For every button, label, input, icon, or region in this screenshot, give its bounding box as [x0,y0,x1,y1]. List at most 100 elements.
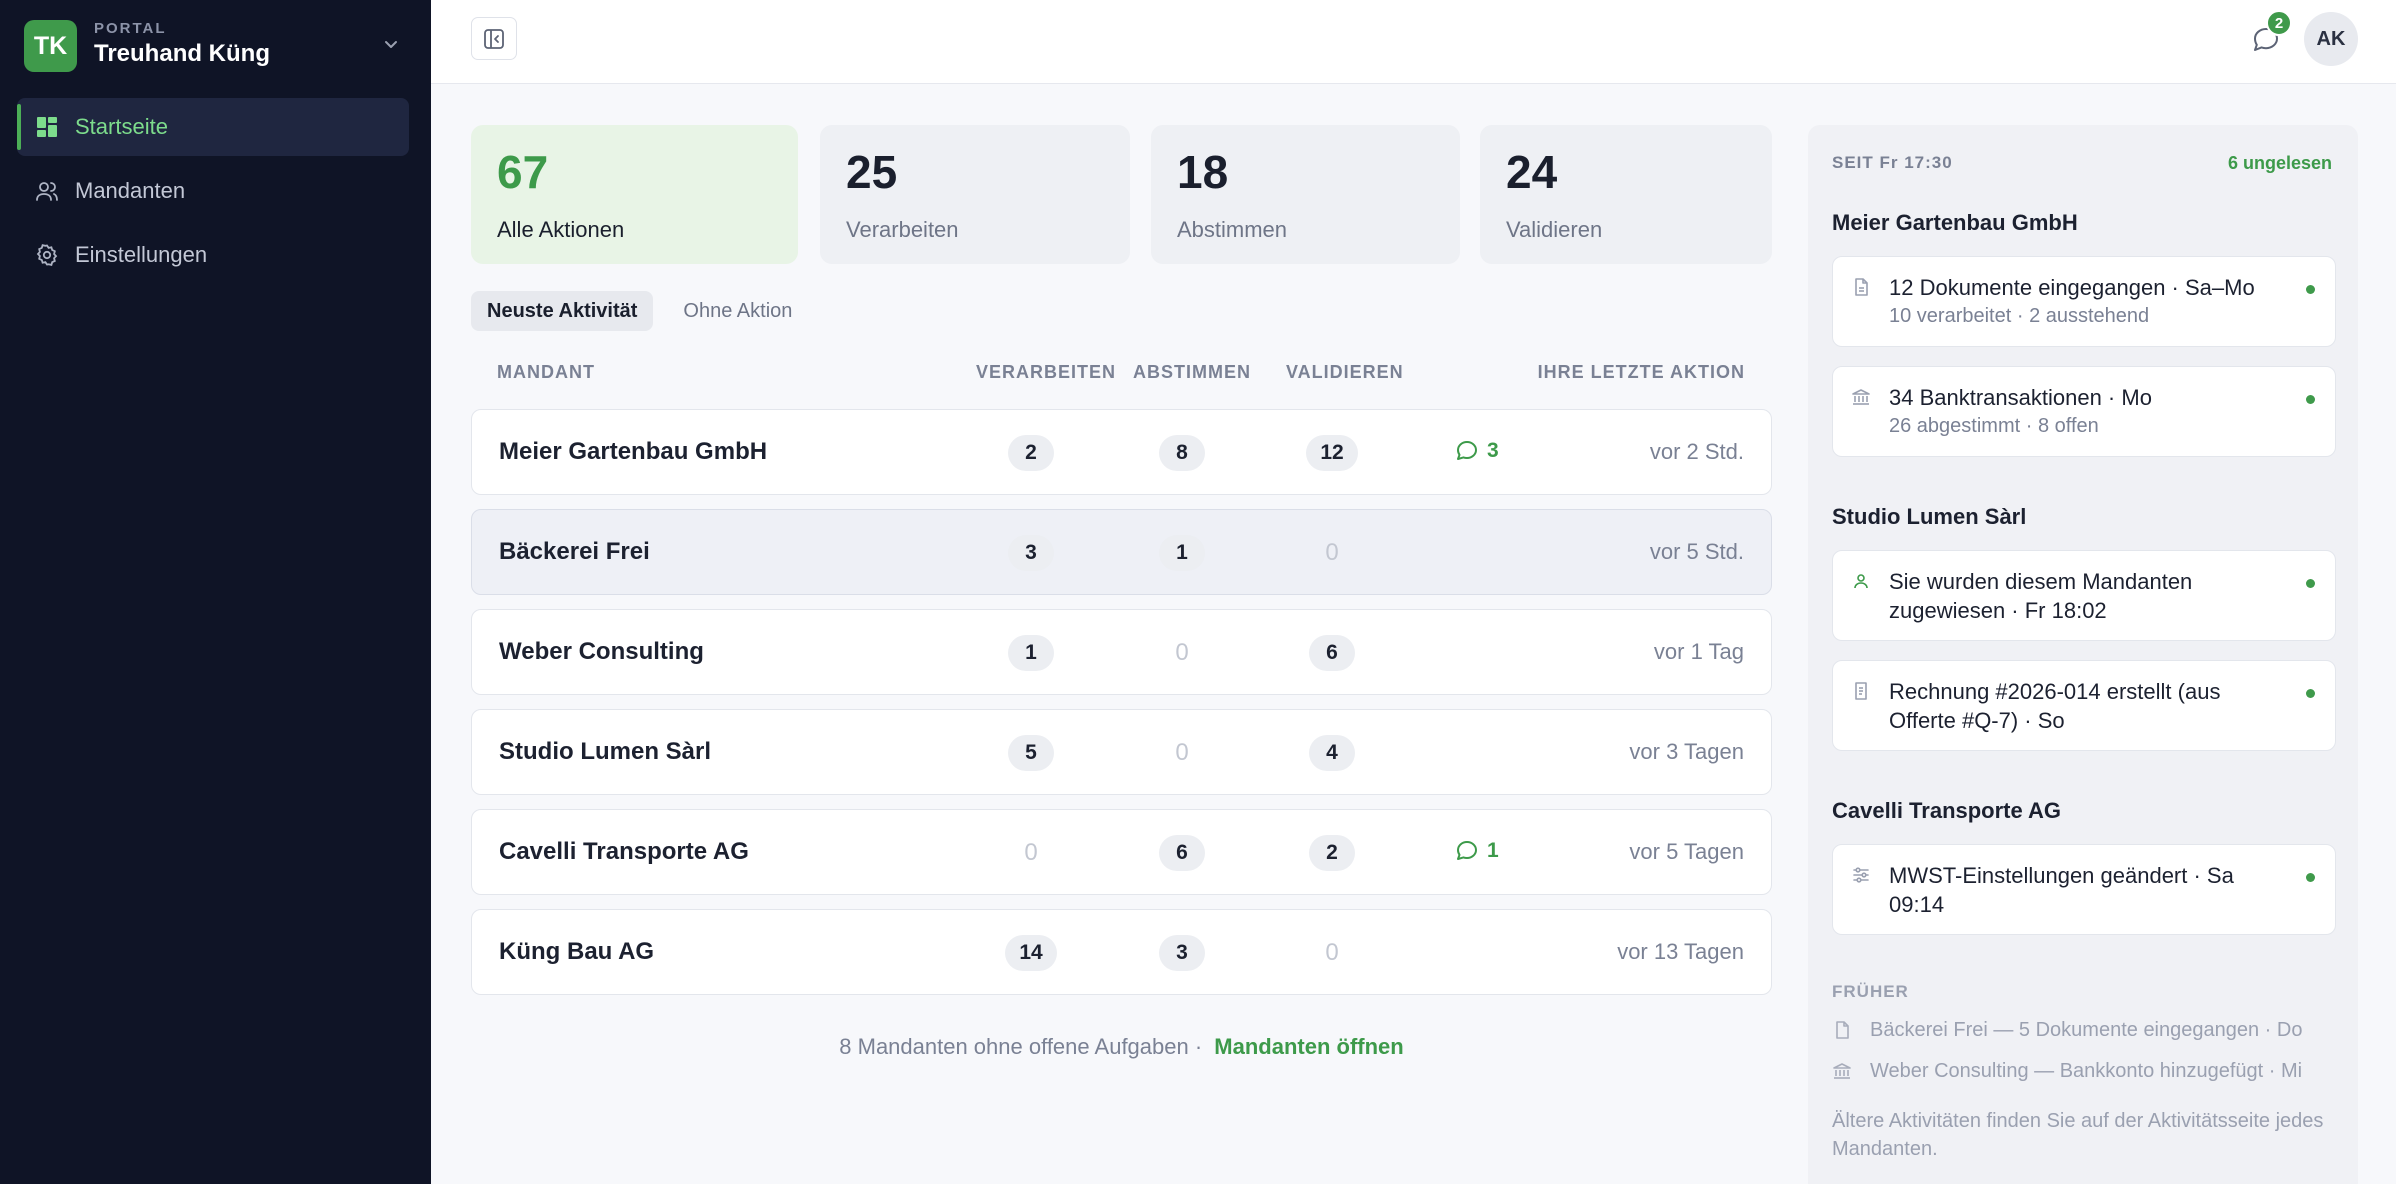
column-header-validieren[interactable]: VALIDIEREN [1286,362,1404,382]
activity-item[interactable]: 34 Banktransaktionen · Mo 26 abgestimmt … [1832,366,2336,457]
column-header-abstimmen[interactable]: ABSTIMMEN [1133,362,1251,382]
table-row[interactable]: Cavelli Transporte AG 0 6 2 1 vor 5 Tage… [471,809,1772,895]
sidebar-item-startseite[interactable]: Startseite [17,98,409,156]
brand-name: Treuhand Küng [94,40,270,67]
messages-count-badge: 2 [2266,10,2292,36]
client-name: Meier Gartenbau GmbH [499,438,768,465]
activity-item[interactable]: Sie wurden diesem Mandanten zugewiesen ·… [1832,550,2336,641]
last-action-time: vor 5 Std. [1649,539,1744,564]
older-activity-note: Ältere Aktivitäten finden Sie auf der Ak… [1832,1110,2324,1160]
client-name: Bäckerei Frei [499,538,650,565]
sidebar-collapse-icon [484,28,504,49]
table-row[interactable]: Bäckerei Frei 3 1 0 vor 5 Std. [471,509,1772,595]
zero-value: 0 [1325,539,1339,566]
comments-indicator[interactable]: 3 [1455,439,1499,463]
activity-tabs: Neuste Aktivität Ohne Aktion [471,291,822,331]
bank-icon [1833,1063,1851,1079]
stat-label: Validieren [1506,217,1603,242]
cell-abstimmen: 0 [1122,710,1242,796]
document-icon [1836,1021,1849,1039]
cell-verarbeiten: 5 [971,710,1091,796]
column-header-verarbeiten[interactable]: VERARBEITEN [976,362,1117,382]
cell-verarbeiten: 3 [971,510,1091,596]
count-pill[interactable]: 6 [1159,835,1205,871]
count-pill[interactable]: 1 [1008,635,1054,671]
count-pill[interactable]: 8 [1159,435,1205,471]
table-header: MANDANT VERARBEITEN ABSTIMMEN VALIDIEREN… [471,356,1772,386]
count-pill[interactable]: 2 [1309,835,1355,871]
count-pill[interactable]: 6 [1309,635,1355,671]
activity-since-label: SEIT Fr 17:30 [1832,153,1953,172]
last-action-time: vor 13 Tagen [1617,939,1744,964]
count-pill[interactable]: 14 [1005,935,1057,971]
count-pill[interactable]: 2 [1008,435,1054,471]
table-row[interactable]: Studio Lumen Sàrl 5 0 4 vor 3 Tagen [471,709,1772,795]
activity-subtitle: 10 verarbeitet · 2 ausstehend [1889,305,2150,327]
sidebar-item-label: Mandanten [75,178,186,203]
messages-button[interactable]: 2 [2246,10,2292,60]
chevron-down-icon[interactable] [381,34,401,54]
count-pill[interactable]: 1 [1159,535,1205,571]
stat-value: 18 [1177,146,1229,198]
cell-validieren: 4 [1272,710,1392,796]
activity-item[interactable]: 12 Dokumente eingegangen · Sa–Mo 10 vera… [1832,256,2336,347]
comments-indicator[interactable]: 1 [1455,839,1499,863]
earlier-activity-item[interactable]: Weber Consulting — Bankkonto hinzugefügt… [1832,1057,2352,1085]
sidebar-item-label: Einstellungen [75,242,208,267]
stat-label: Alle Aktionen [497,217,625,242]
stat-value: 67 [497,146,549,198]
sidebar-toggle-button[interactable] [471,17,517,60]
comments-count: 3 [1487,439,1499,462]
stat-label: Verarbeiten [846,217,959,242]
brand-portal-label: PORTAL [94,20,167,37]
chat-bubble-icon [1457,441,1477,460]
stat-card-verarbeiten[interactable]: 25 Verarbeiten [820,125,1130,264]
unread-count-link[interactable]: 6 ungelesen [2227,153,2332,173]
count-pill[interactable]: 3 [1008,535,1054,571]
tab-ohne-aktion[interactable]: Ohne Aktion [683,299,793,322]
table-row[interactable]: Weber Consulting 1 0 6 vor 1 Tag [471,609,1772,695]
cell-verarbeiten: 0 [971,810,1091,896]
unread-dot [2306,873,2315,882]
last-action-time: vor 2 Std. [1649,439,1744,464]
cell-abstimmen: 1 [1122,510,1242,596]
stat-card-validieren[interactable]: 24 Validieren [1480,125,1772,264]
activity-item[interactable]: Rechnung #2026-014 erstellt (aus Offerte… [1832,660,2336,751]
activity-item[interactable]: MWST-Einstellungen geändert · Sa 09:14 [1832,844,2336,935]
activity-group-title: Meier Gartenbau GmbH [1832,210,2078,235]
user-avatar[interactable]: AK [2304,12,2358,66]
count-pill[interactable]: 12 [1306,435,1358,471]
column-header-mandant[interactable]: MANDANT [497,362,595,382]
client-name: Studio Lumen Sàrl [499,738,712,765]
sidebar-item-label: Startseite [75,114,168,139]
users-icon [36,182,58,201]
action-stats: 67 Alle Aktionen 25 Verarbeiten 18 Absti… [471,125,1772,264]
count-pill[interactable]: 3 [1159,935,1205,971]
tab-neuste-aktivitaet[interactable]: Neuste Aktivität [471,291,654,331]
table-row[interactable]: Küng Bau AG 14 3 0 vor 13 Tagen [471,909,1772,995]
count-pill[interactable]: 5 [1008,735,1054,771]
stat-card-alle-aktionen[interactable]: 67 Alle Aktionen [471,125,798,264]
activity-panel: SEIT Fr 17:30 6 ungelesen Meier Gartenba… [1808,125,2358,1184]
invoice-icon [1855,682,1867,700]
zero-value: 0 [1325,939,1339,966]
stat-card-abstimmen[interactable]: 18 Abstimmen [1151,125,1460,264]
unread-dot [2306,689,2315,698]
column-header-letzte-aktion[interactable]: IHRE LETZTE AKTION [1537,362,1745,382]
chat-bubble-icon [2254,28,2278,51]
cell-validieren: 0 [1272,510,1392,596]
client-table: Meier Gartenbau GmbH 2 8 12 3 vor 2 Std.… [471,409,1772,1009]
sidebar-item-einstellungen[interactable]: Einstellungen [17,226,409,284]
earlier-activity-item[interactable]: Bäckerei Frei — 5 Dokumente eingegangen … [1832,1016,2352,1044]
client-name: Küng Bau AG [499,938,655,965]
table-row[interactable]: Meier Gartenbau GmbH 2 8 12 3 vor 2 Std. [471,409,1772,495]
cell-validieren: 12 [1272,410,1392,496]
unread-dot [2306,395,2315,404]
sidebar: TK PORTAL Treuhand Küng Startseite Manda… [0,0,431,1184]
bank-icon [1852,389,1870,405]
activity-title: Rechnung #2026-014 erstellt (aus Offerte… [1889,679,2221,733]
sidebar-item-mandanten[interactable]: Mandanten [17,162,409,220]
count-pill[interactable]: 4 [1309,735,1355,771]
brand-switcher[interactable]: TK PORTAL Treuhand Küng [24,20,409,72]
open-clients-link[interactable]: Mandanten öffnen [1214,1034,1404,1059]
